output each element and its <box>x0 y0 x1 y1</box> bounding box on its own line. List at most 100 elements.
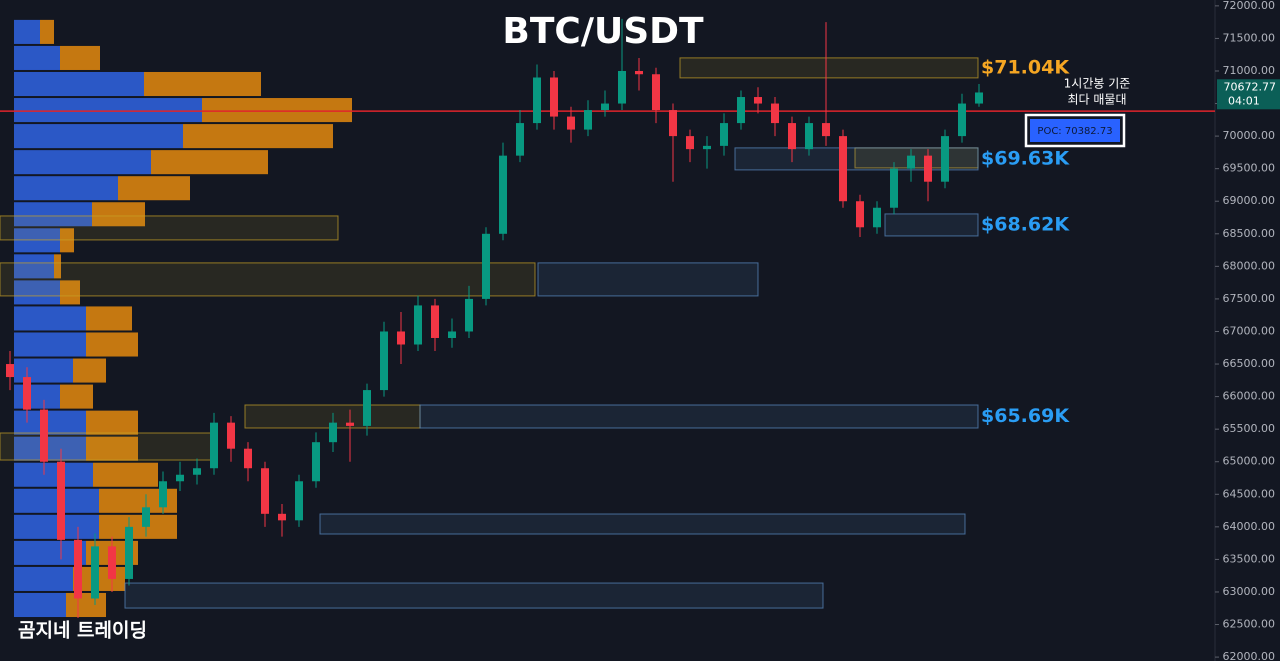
zone <box>537 262 759 297</box>
candle-body <box>533 77 541 124</box>
profile-buy <box>14 384 60 409</box>
candle-body <box>584 110 592 130</box>
y-tick-label: 63000.00 <box>1223 585 1276 598</box>
candle-body <box>363 390 371 426</box>
zone-label: $69.63K <box>981 147 1070 169</box>
y-tick-label: 63500.00 <box>1223 552 1276 565</box>
profile-sell <box>144 71 261 97</box>
candle-body <box>108 546 116 579</box>
profile-sell <box>66 592 106 618</box>
candle-body <box>6 364 14 378</box>
candle-body <box>788 123 796 150</box>
y-tick-label: 69000.00 <box>1223 194 1276 207</box>
y-tick-label: 65000.00 <box>1223 455 1276 468</box>
y-tick-label: 69500.00 <box>1223 162 1276 175</box>
profile-buy <box>14 19 40 44</box>
candle-body <box>244 448 252 469</box>
candle-body <box>601 103 609 111</box>
profile-buy <box>14 514 99 539</box>
candle-body <box>890 168 898 208</box>
candle-body <box>23 377 31 410</box>
zone-label: $65.69K <box>981 405 1070 427</box>
poc-box <box>1024 113 1126 148</box>
watermark: 곰지네 트레이딩 <box>18 620 147 642</box>
y-tick-label: 71500.00 <box>1223 31 1276 44</box>
profile-buy <box>14 410 86 435</box>
profile-sell <box>118 176 190 201</box>
profile-sell <box>99 514 177 539</box>
profile-buy <box>14 45 60 70</box>
candle-body <box>822 123 830 137</box>
candle-body <box>686 136 694 150</box>
profile-buy <box>14 462 93 487</box>
candle-body <box>873 207 881 228</box>
candle-body <box>74 539 82 599</box>
candle-body <box>958 103 966 137</box>
zone <box>0 262 536 297</box>
y-tick-label: 71000.00 <box>1223 64 1276 77</box>
poc-label: POC: 70382.73 <box>1037 126 1112 137</box>
profile-sell <box>86 410 138 435</box>
candle-body <box>856 201 864 228</box>
candle-body <box>703 145 711 150</box>
profile-sell <box>92 202 145 227</box>
candle-body <box>499 155 507 234</box>
y-tick-label: 70000.00 <box>1223 129 1276 142</box>
zone-label: $68.62K <box>981 213 1070 235</box>
annotation: 최다 매물대 <box>1067 93 1126 107</box>
candle-body <box>635 70 643 75</box>
candle-body <box>278 513 286 521</box>
candle-body <box>125 526 133 579</box>
candle-body <box>516 123 524 156</box>
profile-sell <box>86 306 132 331</box>
candle-body <box>91 546 99 599</box>
y-tick-label: 65500.00 <box>1223 422 1276 435</box>
profile-sell <box>73 358 106 383</box>
zone <box>319 513 966 535</box>
candle-body <box>941 136 949 182</box>
y-tick-label: 66500.00 <box>1223 357 1276 370</box>
poc-fill <box>1030 119 1120 142</box>
zone <box>0 215 339 241</box>
profile-sell <box>54 254 61 279</box>
candle-body <box>771 103 779 124</box>
candle-body <box>227 422 235 449</box>
profile-sell <box>86 332 138 357</box>
candle-body <box>839 136 847 202</box>
candle-body <box>346 422 354 426</box>
candle-body <box>210 422 218 469</box>
profile-buy <box>14 332 86 357</box>
profile-sell <box>183 124 333 149</box>
candle-body <box>295 481 303 521</box>
candle-body <box>669 110 677 137</box>
candle-body <box>414 305 422 345</box>
profile-buy <box>14 280 60 305</box>
profile-buy <box>14 124 183 149</box>
candle-body <box>159 481 167 508</box>
candle-body <box>329 422 337 443</box>
candle-body <box>142 507 150 527</box>
y-tick-label: 68000.00 <box>1223 259 1276 272</box>
y-tick-label: 62500.00 <box>1223 618 1276 631</box>
y-tick-label: 62000.00 <box>1223 650 1276 661</box>
annotation: 1시간봉 기준 <box>1064 77 1131 91</box>
zone <box>419 404 979 429</box>
countdown: 04:01 <box>1228 94 1260 107</box>
y-tick-label: 67500.00 <box>1223 292 1276 305</box>
y-tick-label: 67000.00 <box>1223 324 1276 337</box>
candle-body <box>805 123 813 150</box>
candle-body <box>380 331 388 391</box>
last-price: 70672.77 <box>1224 80 1277 93</box>
candle-body <box>193 468 201 475</box>
candle-body <box>975 92 983 104</box>
candle-body <box>57 461 65 540</box>
profile-sell <box>86 436 138 461</box>
chart-title: BTC/USDT <box>502 11 704 52</box>
candle-body <box>312 442 320 482</box>
profile-buy <box>14 592 66 618</box>
candle-body <box>550 77 558 117</box>
candle-body <box>40 409 48 462</box>
zone <box>734 147 979 171</box>
profile-buy <box>14 71 144 97</box>
zone <box>0 432 216 461</box>
